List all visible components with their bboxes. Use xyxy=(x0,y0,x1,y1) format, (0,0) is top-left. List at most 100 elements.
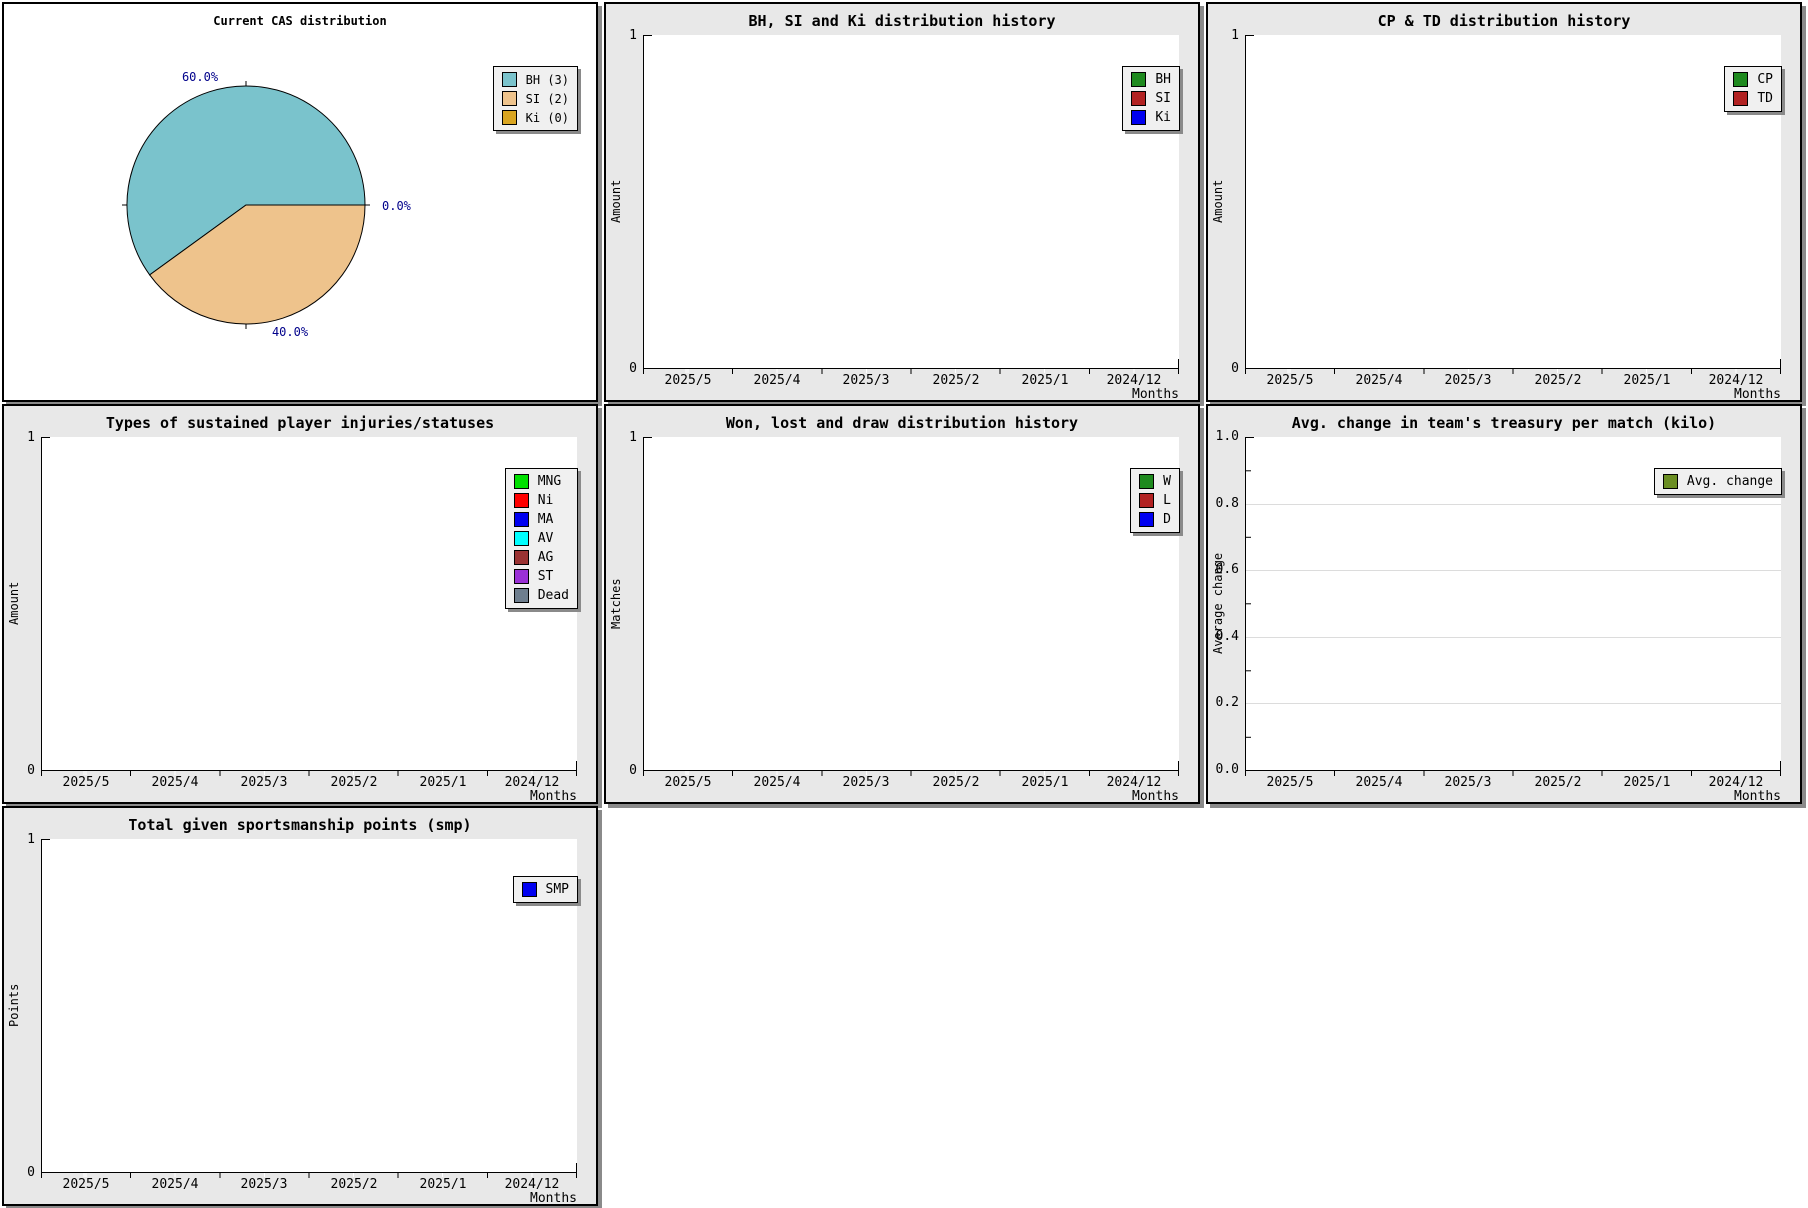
legend-color-swatch xyxy=(1733,91,1749,106)
legend-label: BH (3) xyxy=(525,72,569,87)
legend-label: L xyxy=(1163,493,1171,508)
x-tick-label: 2025/2 xyxy=(932,775,980,790)
panel-won-lost-draw-history: Won, lost and draw distribution history … xyxy=(604,404,1200,804)
legend-color-swatch xyxy=(1139,493,1155,508)
legend: BH SI Ki xyxy=(1122,66,1180,131)
x-tick-label: 2025/4 xyxy=(753,775,801,790)
x-tick-label: 2025/3 xyxy=(240,775,288,790)
x-axis-minor-ticks xyxy=(41,771,578,775)
legend-item: Ni xyxy=(513,493,569,508)
legend-color-swatch xyxy=(513,474,529,489)
x-tick-label: 2025/1 xyxy=(1021,775,1069,790)
x-tick-label: 2025/5 xyxy=(1266,775,1314,790)
legend-label: D xyxy=(1163,512,1171,527)
plot-area xyxy=(1245,35,1781,369)
legend-item: SI (2) xyxy=(501,91,569,106)
x-tick-label: 2025/1 xyxy=(1623,373,1671,388)
x-tick-label: 2025/4 xyxy=(753,373,801,388)
x-tick-label: 2025/2 xyxy=(1534,775,1582,790)
y-axis-max-tick-label: 1 xyxy=(629,430,637,445)
chart-title: Total given sportsmanship points (smp) xyxy=(128,816,472,834)
x-tick-label: 2024/12 xyxy=(1106,775,1162,790)
chart-title: BH, SI and Ki distribution history xyxy=(748,12,1056,30)
legend-color-swatch xyxy=(513,531,529,546)
legend: SMP xyxy=(512,876,578,903)
panel-bh-si-ki-history: BH, SI and Ki distribution history Amoun… xyxy=(604,2,1200,402)
x-tick-label: 2024/12 xyxy=(504,775,560,790)
legend-label: SI xyxy=(1155,91,1171,106)
x-axis-minor-ticks xyxy=(643,369,1180,373)
legend-item: W xyxy=(1139,474,1171,489)
legend-color-swatch xyxy=(501,110,517,125)
x-tick-label: 2025/2 xyxy=(932,373,980,388)
x-tick-label: 2025/5 xyxy=(1266,373,1314,388)
legend-color-swatch xyxy=(1131,110,1147,125)
legend-color-swatch xyxy=(513,512,529,527)
legend-label: Ki xyxy=(1155,110,1171,125)
legend-label: W xyxy=(1163,474,1171,489)
legend-label: TD xyxy=(1757,91,1773,106)
pie-quadrant-ticks xyxy=(122,81,370,329)
legend-color-swatch xyxy=(1139,474,1155,489)
legend-item: MA xyxy=(513,512,569,527)
legend-label: MA xyxy=(537,512,554,527)
legend-item: CP xyxy=(1733,72,1773,87)
x-tick-label: 2025/2 xyxy=(1534,373,1582,388)
gridline xyxy=(1246,504,1781,505)
legend-label: BH xyxy=(1155,72,1171,87)
chart-title: Avg. change in team's treasury per match… xyxy=(1291,414,1717,432)
x-tick-label: 2025/1 xyxy=(1021,373,1069,388)
y-axis-minor-ticks xyxy=(1246,437,1251,770)
y-axis-label: Amount xyxy=(609,179,623,224)
panel-cp-td-history: CP & TD distribution history Amount 1 0 … xyxy=(1206,2,1802,402)
legend-item: SI xyxy=(1131,91,1171,106)
x-tick-label: 2025/3 xyxy=(240,1177,288,1192)
pie-slice-si xyxy=(149,204,366,325)
gridline xyxy=(1246,703,1781,704)
plot-area xyxy=(41,437,577,771)
x-tick-label: 2025/4 xyxy=(1355,775,1403,790)
legend-color-swatch xyxy=(501,72,517,87)
y-axis-max-tick-label: 1 xyxy=(629,28,637,43)
panel-sportsmanship-points: Total given sportsmanship points (smp) P… xyxy=(2,806,598,1206)
cas-pie-chart xyxy=(122,81,370,329)
y-axis-min-tick-label: 0 xyxy=(629,361,637,376)
legend-label: Dead xyxy=(537,588,569,603)
x-axis-title: Months xyxy=(530,789,577,804)
legend-item: ST xyxy=(513,569,569,584)
y-axis-min-tick-label: 0 xyxy=(629,763,637,778)
legend-color-swatch xyxy=(513,493,529,508)
legend-item: D xyxy=(1139,512,1171,527)
y-axis-min-tick-label: 0 xyxy=(1231,361,1239,376)
panel-cas-distribution: Current CAS distribution 60.0% 0.0% 40.0… xyxy=(2,2,598,402)
x-axis-title: Months xyxy=(1734,789,1781,804)
legend-label: CP xyxy=(1757,72,1773,87)
y-tick-label: 0.2 xyxy=(1215,695,1239,710)
plot-area xyxy=(643,35,1179,369)
legend: CP TD xyxy=(1724,66,1782,112)
legend-label: MNG xyxy=(537,474,562,489)
legend-item: AG xyxy=(513,550,569,565)
x-tick-label: 2025/4 xyxy=(151,1177,199,1192)
y-axis-max-tick-label: 1 xyxy=(27,430,35,445)
legend: MNG Ni MA AV AG ST Dead xyxy=(504,468,578,609)
y-axis-label: Matches xyxy=(609,578,623,629)
x-tick-label: 2024/12 xyxy=(504,1177,560,1192)
legend-color-swatch xyxy=(513,550,529,565)
legend-color-swatch xyxy=(1139,512,1155,527)
panel-avg-treasury-change: Avg. change in team's treasury per match… xyxy=(1206,404,1802,804)
pie-percent-label-bh: 60.0% xyxy=(181,70,219,84)
y-tick-label: 0.0 xyxy=(1215,762,1239,777)
x-tick-label: 2025/3 xyxy=(1444,775,1492,790)
pie-slice-bh xyxy=(126,85,366,276)
y-axis-label: Average change xyxy=(1211,552,1225,655)
x-tick-label: 2025/5 xyxy=(62,1177,110,1192)
legend-item: L xyxy=(1139,493,1171,508)
legend-item: TD xyxy=(1733,91,1773,106)
x-tick-label: 2025/5 xyxy=(62,775,110,790)
y-axis-min-tick-label: 0 xyxy=(27,1165,35,1180)
gridline xyxy=(1246,570,1781,571)
x-tick-label: 2025/1 xyxy=(1623,775,1671,790)
plot-area xyxy=(643,437,1179,771)
y-tick-label: 0.4 xyxy=(1215,629,1239,644)
